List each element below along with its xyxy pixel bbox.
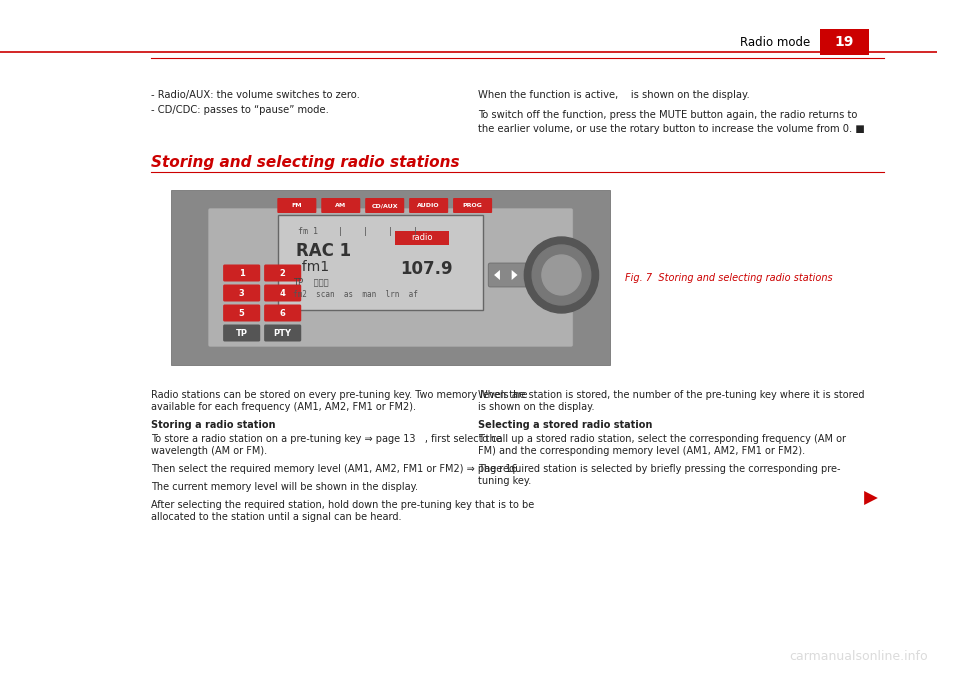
Text: CD/AUX: CD/AUX bbox=[372, 203, 398, 208]
Text: RAC 1: RAC 1 bbox=[296, 242, 351, 260]
Text: Radio stations can be stored on every pre-tuning key. Two memory levels are
avai: Radio stations can be stored on every pr… bbox=[152, 390, 528, 412]
FancyBboxPatch shape bbox=[264, 285, 301, 302]
Text: AUDIO: AUDIO bbox=[418, 203, 440, 208]
Text: radio: radio bbox=[411, 233, 433, 243]
Text: To switch off the function, press the MUTE button again, the radio returns to: To switch off the function, press the MU… bbox=[478, 110, 858, 120]
FancyBboxPatch shape bbox=[208, 208, 573, 347]
Text: Fig. 7  Storing and selecting radio stations: Fig. 7 Storing and selecting radio stati… bbox=[625, 273, 832, 283]
FancyBboxPatch shape bbox=[223, 285, 260, 302]
FancyBboxPatch shape bbox=[409, 198, 448, 213]
FancyBboxPatch shape bbox=[489, 263, 527, 287]
Text: 4: 4 bbox=[279, 289, 286, 298]
Text: Radio mode: Radio mode bbox=[740, 35, 810, 49]
Text: - Radio/AUX: the volume switches to zero.: - Radio/AUX: the volume switches to zero… bbox=[152, 90, 360, 100]
Text: To call up a stored radio station, select the corresponding frequency (AM or
FM): To call up a stored radio station, selec… bbox=[478, 434, 847, 456]
Text: FM: FM bbox=[292, 203, 302, 208]
Text: fm 1    |    |    |    |: fm 1 | | | | bbox=[298, 227, 418, 236]
FancyBboxPatch shape bbox=[820, 29, 869, 55]
Text: TP: TP bbox=[235, 329, 248, 338]
Text: Selecting a stored radio station: Selecting a stored radio station bbox=[478, 420, 653, 430]
Text: PROG: PROG bbox=[463, 203, 483, 208]
Text: B1P 0396: B1P 0396 bbox=[572, 357, 606, 363]
Circle shape bbox=[541, 255, 581, 295]
Text: The current memory level will be shown in the display.: The current memory level will be shown i… bbox=[152, 482, 419, 492]
FancyBboxPatch shape bbox=[396, 231, 449, 245]
Text: 1: 1 bbox=[239, 268, 245, 277]
Text: Storing and selecting radio stations: Storing and selecting radio stations bbox=[152, 155, 460, 170]
Text: When the station is stored, the number of the pre-tuning key where it is stored
: When the station is stored, the number o… bbox=[478, 390, 865, 412]
Text: 6: 6 bbox=[279, 308, 286, 317]
FancyBboxPatch shape bbox=[171, 190, 611, 365]
Text: 19: 19 bbox=[835, 35, 854, 49]
FancyBboxPatch shape bbox=[264, 325, 301, 342]
Text: fm2  scan  as  man  lrn  af: fm2 scan as man lrn af bbox=[293, 290, 418, 299]
Text: To store a radio station on a pre-tuning key ⇒ page 13   , first select the
wave: To store a radio station on a pre-tuning… bbox=[152, 434, 502, 456]
Text: When the function is active,    is shown on the display.: When the function is active, is shown on… bbox=[478, 90, 750, 100]
FancyBboxPatch shape bbox=[278, 215, 483, 310]
Text: carmanualsonline.info: carmanualsonline.info bbox=[789, 650, 927, 663]
Text: TP    ⓈⓈⓈ: TP ⓈⓈⓈ bbox=[293, 277, 328, 286]
Text: AM: AM bbox=[335, 203, 347, 208]
Text: 2: 2 bbox=[279, 268, 286, 277]
FancyBboxPatch shape bbox=[277, 198, 317, 213]
Polygon shape bbox=[512, 270, 517, 280]
Text: 5: 5 bbox=[239, 308, 245, 317]
Text: - CD/CDC: passes to “pause” mode.: - CD/CDC: passes to “pause” mode. bbox=[152, 105, 329, 115]
Circle shape bbox=[532, 245, 590, 305]
Text: The required station is selected by briefly pressing the corresponding pre-
tuni: The required station is selected by brie… bbox=[478, 464, 841, 485]
Text: the earlier volume, or use the rotary button to increase the volume from 0. ■: the earlier volume, or use the rotary bu… bbox=[478, 124, 865, 134]
Polygon shape bbox=[494, 270, 500, 280]
Text: Storing a radio station: Storing a radio station bbox=[152, 420, 276, 430]
Text: fm1: fm1 bbox=[293, 260, 329, 274]
Polygon shape bbox=[864, 491, 877, 505]
FancyBboxPatch shape bbox=[223, 304, 260, 321]
FancyBboxPatch shape bbox=[322, 198, 360, 213]
Text: After selecting the required station, hold down the pre-tuning key that is to be: After selecting the required station, ho… bbox=[152, 500, 535, 521]
FancyBboxPatch shape bbox=[264, 264, 301, 281]
FancyBboxPatch shape bbox=[453, 198, 492, 213]
Text: 3: 3 bbox=[239, 289, 245, 298]
Text: PTY: PTY bbox=[274, 329, 292, 338]
FancyBboxPatch shape bbox=[264, 304, 301, 321]
Text: Then select the required memory level (AM1, AM2, FM1 or FM2) ⇒ page 16.: Then select the required memory level (A… bbox=[152, 464, 521, 474]
FancyBboxPatch shape bbox=[223, 325, 260, 342]
Circle shape bbox=[524, 237, 598, 313]
Text: 107.9: 107.9 bbox=[400, 260, 453, 278]
FancyBboxPatch shape bbox=[223, 264, 260, 281]
FancyBboxPatch shape bbox=[365, 198, 404, 213]
